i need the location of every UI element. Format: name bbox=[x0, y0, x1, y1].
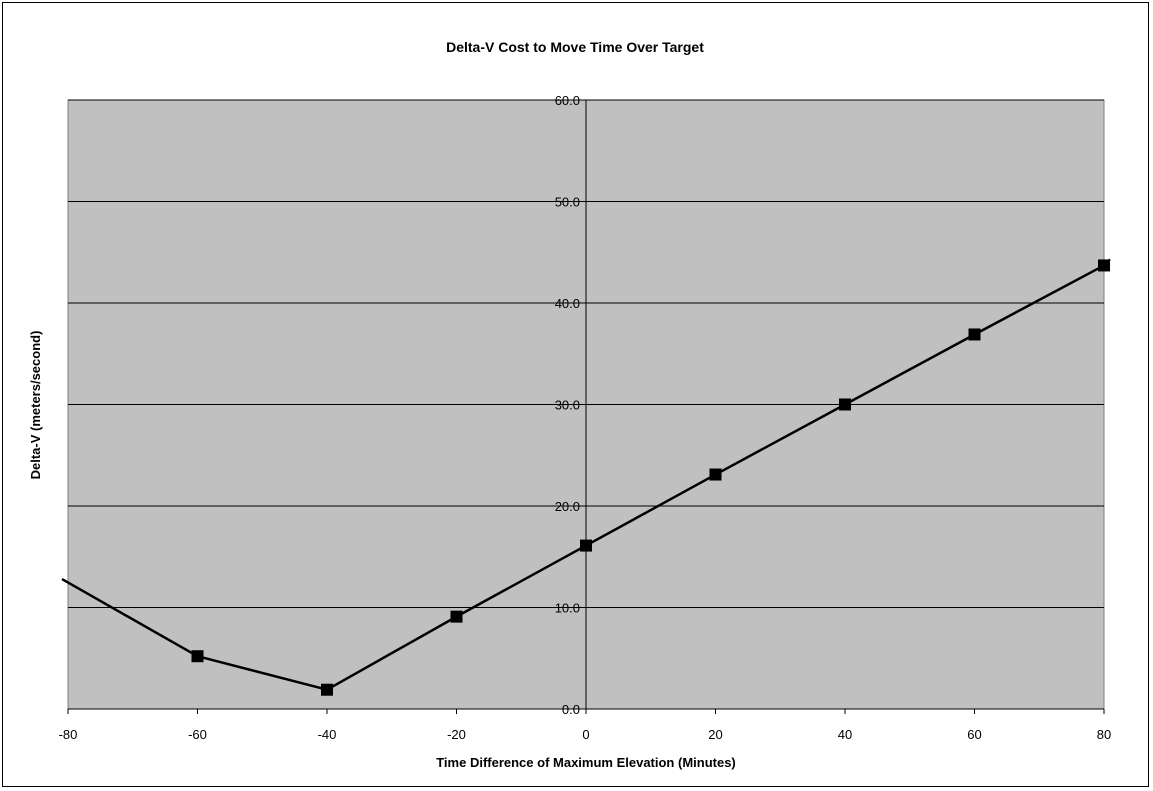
y-tick-label: 20.0 bbox=[555, 499, 580, 514]
y-tick-labels: 0.0 10.0 20.0 30.0 40.0 50.0 60.0 bbox=[555, 93, 580, 717]
data-point-marker bbox=[839, 398, 851, 411]
data-point-marker bbox=[968, 328, 981, 341]
x-tick-label: -20 bbox=[447, 727, 466, 742]
axes bbox=[67, 99, 1105, 714]
series-layer bbox=[61, 258, 1111, 696]
y-tick-label: 0.0 bbox=[562, 702, 580, 717]
data-point-marker bbox=[580, 539, 592, 552]
y-axis-title: Delta-V (meters/second) bbox=[28, 331, 43, 480]
y-tick-label: 50.0 bbox=[555, 195, 580, 210]
data-point-marker bbox=[321, 683, 333, 696]
chart-title: Delta-V Cost to Move Time Over Target bbox=[446, 39, 704, 55]
y-tick-label: 60.0 bbox=[555, 93, 580, 108]
x-tick-labels: -80 -60 -40 -20 0 20 40 60 80 bbox=[59, 727, 1112, 742]
x-axis-title: Time Difference of Maximum Elevation (Mi… bbox=[436, 755, 736, 770]
y-tick-label: 10.0 bbox=[555, 601, 580, 616]
x-tick-label: 0 bbox=[582, 727, 589, 742]
x-tick-label: 80 bbox=[1097, 727, 1111, 742]
data-point-marker bbox=[191, 650, 204, 663]
x-tick-label: 40 bbox=[838, 727, 852, 742]
x-tick-label: -60 bbox=[188, 727, 207, 742]
data-point-marker bbox=[1098, 259, 1110, 272]
x-tick-label: -80 bbox=[59, 727, 78, 742]
x-tick-label: 60 bbox=[967, 727, 981, 742]
series-line bbox=[61, 258, 1111, 691]
data-point-marker bbox=[709, 468, 722, 481]
y-tick-label: 40.0 bbox=[555, 296, 580, 311]
y-tick-label: 30.0 bbox=[555, 398, 580, 413]
data-point-marker bbox=[450, 610, 463, 623]
x-tick-label: 20 bbox=[708, 727, 722, 742]
x-tick-label: -40 bbox=[318, 727, 337, 742]
